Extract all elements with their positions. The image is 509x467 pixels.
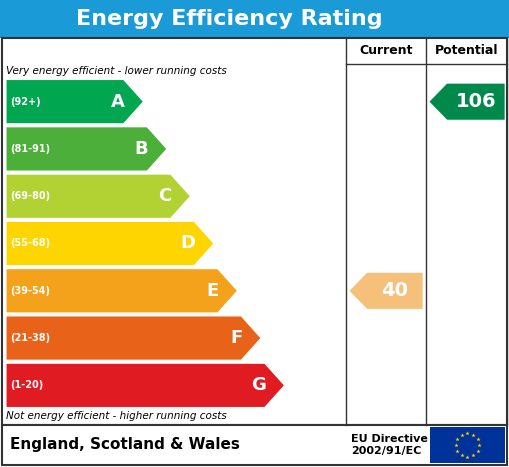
Polygon shape <box>349 272 423 309</box>
Bar <box>2 425 507 465</box>
Text: F: F <box>230 329 242 347</box>
Text: (81-91): (81-91) <box>10 144 50 154</box>
Polygon shape <box>6 269 238 313</box>
Text: (55-68): (55-68) <box>10 239 50 248</box>
Text: EU Directive: EU Directive <box>351 434 428 444</box>
Text: 40: 40 <box>381 281 409 300</box>
Text: Current: Current <box>359 44 413 57</box>
Text: (21-38): (21-38) <box>10 333 50 343</box>
Polygon shape <box>6 79 144 124</box>
Text: 2002/91/EC: 2002/91/EC <box>351 446 421 456</box>
Text: Very energy efficient - lower running costs: Very energy efficient - lower running co… <box>6 66 227 76</box>
Polygon shape <box>429 83 505 120</box>
Text: (1-20): (1-20) <box>10 380 43 390</box>
Text: B: B <box>134 140 148 158</box>
Polygon shape <box>6 174 190 219</box>
Text: C: C <box>158 187 172 205</box>
Text: England, Scotland & Wales: England, Scotland & Wales <box>10 438 240 453</box>
Polygon shape <box>6 221 214 266</box>
Text: Not energy efficient - higher running costs: Not energy efficient - higher running co… <box>6 411 227 421</box>
Bar <box>430 427 505 463</box>
Text: A: A <box>111 92 125 111</box>
Text: (69-80): (69-80) <box>10 191 50 201</box>
Text: G: G <box>251 376 266 394</box>
Text: D: D <box>180 234 195 253</box>
Text: E: E <box>207 282 219 300</box>
Polygon shape <box>6 316 261 360</box>
Bar <box>0 0 509 38</box>
Bar <box>2 38 507 425</box>
Text: 106: 106 <box>456 92 496 111</box>
Text: (92+): (92+) <box>10 97 41 106</box>
Text: Potential: Potential <box>435 44 498 57</box>
Text: Energy Efficiency Rating: Energy Efficiency Rating <box>76 9 382 29</box>
Polygon shape <box>6 363 285 408</box>
Text: (39-54): (39-54) <box>10 286 50 296</box>
Polygon shape <box>6 127 167 171</box>
